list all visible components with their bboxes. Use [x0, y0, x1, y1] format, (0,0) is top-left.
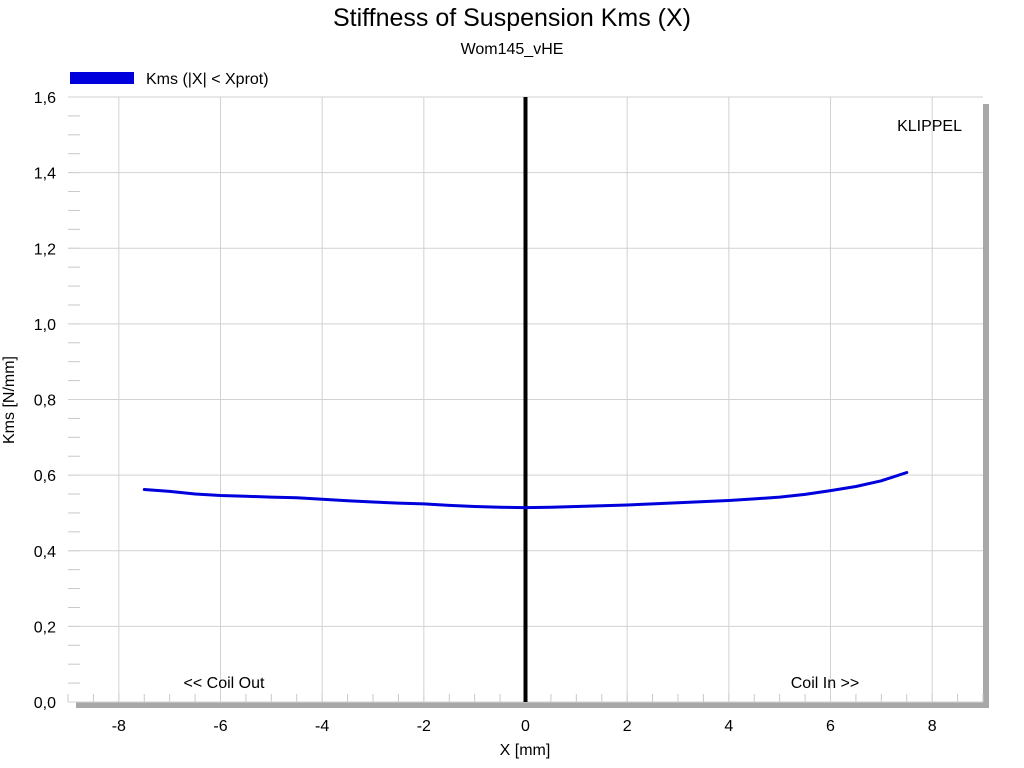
x-tick-label: 0	[521, 718, 530, 735]
x-tick-label: 4	[724, 718, 733, 735]
y-tick-labels: 0,0 0,2 0,4 0,6 0,8 1,0 1,2 1,4 1,6	[34, 90, 56, 712]
x-axis-title: X [mm]	[500, 742, 551, 759]
y-tick-label: 0,6	[34, 468, 56, 485]
y-tick-label: 1,2	[34, 241, 56, 258]
y-tick-label: 0,8	[34, 393, 56, 410]
legend-swatch	[70, 72, 134, 84]
y-axis-title: Kms [N/mm]	[1, 356, 18, 444]
x-tick-label: -4	[315, 718, 329, 735]
y-tick-label: 1,4	[34, 166, 56, 183]
x-tick-label: -6	[213, 718, 227, 735]
brand-label: KLIPPEL	[897, 118, 962, 135]
coil-out-label: << Coil Out	[184, 675, 265, 692]
x-tick-label: 6	[826, 718, 835, 735]
x-tick-label: -8	[112, 718, 126, 735]
legend-label: Kms (|X| < Xprot)	[146, 71, 269, 88]
x-tick-label: 2	[623, 718, 632, 735]
x-tick-label: -2	[417, 718, 431, 735]
kms-curve	[142, 471, 909, 510]
chart-title: Stiffness of Suspension Kms (X)	[333, 4, 691, 32]
y-tick-label: 1,6	[34, 90, 56, 107]
chart-subtitle: Wom145_vHE	[461, 41, 564, 58]
y-tick-label: 1,0	[34, 317, 56, 334]
x-tick-labels: -8 -6 -4 -2 0 2 4 6 8	[112, 718, 937, 735]
y-tick-label: 0,0	[34, 695, 56, 712]
y-tick-label: 0,2	[34, 619, 56, 636]
coil-in-label: Coil In >>	[791, 675, 859, 692]
y-tick-label: 0,4	[34, 544, 56, 561]
x-tick-label: 8	[928, 718, 937, 735]
